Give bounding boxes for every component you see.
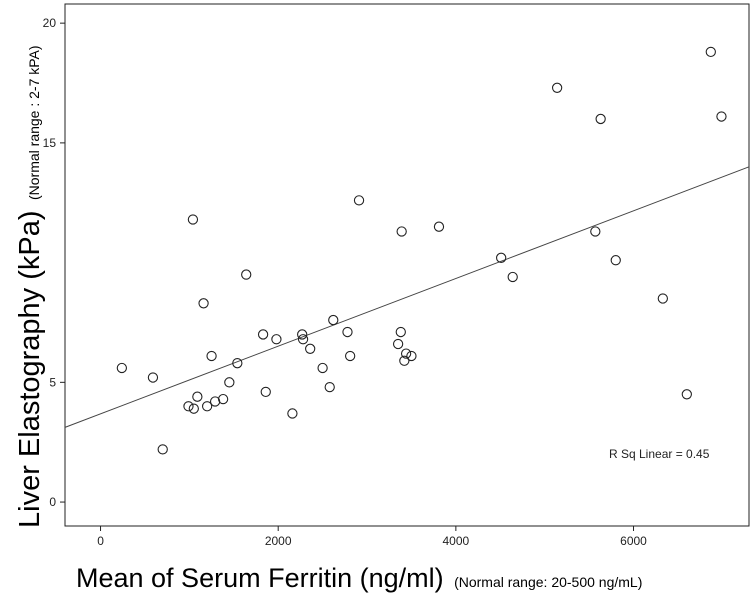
data-point: [241, 269, 252, 280]
data-point: [328, 314, 339, 326]
data-point: [260, 386, 271, 398]
y-tick-label: 15: [43, 136, 57, 150]
data-point: [147, 372, 159, 383]
data-point: [595, 113, 606, 125]
data-point: [116, 362, 128, 374]
data-point: [551, 82, 563, 93]
r-squared-annotation: R Sq Linear = 0.45: [609, 447, 710, 461]
data-point: [317, 362, 328, 374]
data-points: [116, 46, 727, 455]
data-point: [206, 350, 217, 362]
x-tick-label: 6000: [620, 534, 647, 548]
data-point: [201, 401, 213, 412]
data-point: [392, 338, 404, 350]
data-point: [188, 403, 199, 414]
data-point: [657, 293, 668, 304]
y-tick-label: 20: [43, 16, 57, 30]
data-point: [187, 214, 199, 225]
data-point: [344, 350, 356, 362]
x-axis-title: Mean of Serum Ferritin (ng/ml): [76, 563, 444, 593]
data-point: [681, 389, 692, 400]
data-point: [157, 444, 168, 455]
y-axis-note: (Normal range : 2-7 kPA): [26, 45, 42, 200]
data-point: [396, 226, 407, 237]
plot-area: [64, 3, 750, 527]
data-point: [433, 221, 445, 232]
x-tick-label: 0: [97, 534, 104, 548]
x-axis-note: (Normal range: 20-500 ng/mL): [454, 574, 642, 590]
data-point: [353, 195, 365, 206]
data-point: [287, 408, 298, 419]
data-point: [406, 350, 417, 362]
y-axis-title: Liver Elastography (kPa): [14, 210, 46, 528]
y-tick-label: 5: [49, 375, 56, 389]
y-tick-label: 0: [49, 495, 56, 509]
fit-line: [64, 166, 750, 428]
data-point: [217, 393, 229, 405]
data-point: [590, 226, 601, 237]
data-point: [716, 111, 727, 122]
data-point: [192, 391, 203, 402]
data-point: [271, 334, 282, 345]
data-point: [395, 326, 406, 338]
data-point: [496, 252, 507, 263]
data-point: [198, 298, 209, 309]
data-point: [297, 329, 308, 340]
data-point: [705, 46, 716, 58]
data-point: [342, 326, 353, 338]
axis-ticks: 0 2000 4000 6000 0 5 15 20: [43, 16, 648, 548]
data-point: [399, 355, 410, 366]
data-point: [224, 377, 235, 388]
y-axis-label: Liver Elastography (kPa) (Normal range :…: [14, 45, 46, 528]
x-tick-label: 4000: [443, 534, 470, 548]
data-point: [305, 343, 316, 354]
data-point: [257, 329, 269, 340]
x-tick-label: 2000: [265, 534, 292, 548]
data-point: [507, 271, 518, 283]
data-point: [232, 358, 243, 369]
data-point: [209, 396, 221, 407]
data-point: [324, 381, 335, 393]
data-point: [400, 348, 412, 359]
data-point: [183, 401, 194, 412]
x-axis-label: Mean of Serum Ferritin (ng/ml) (Normal r…: [76, 563, 642, 593]
data-point: [610, 255, 621, 266]
data-point: [297, 334, 309, 345]
